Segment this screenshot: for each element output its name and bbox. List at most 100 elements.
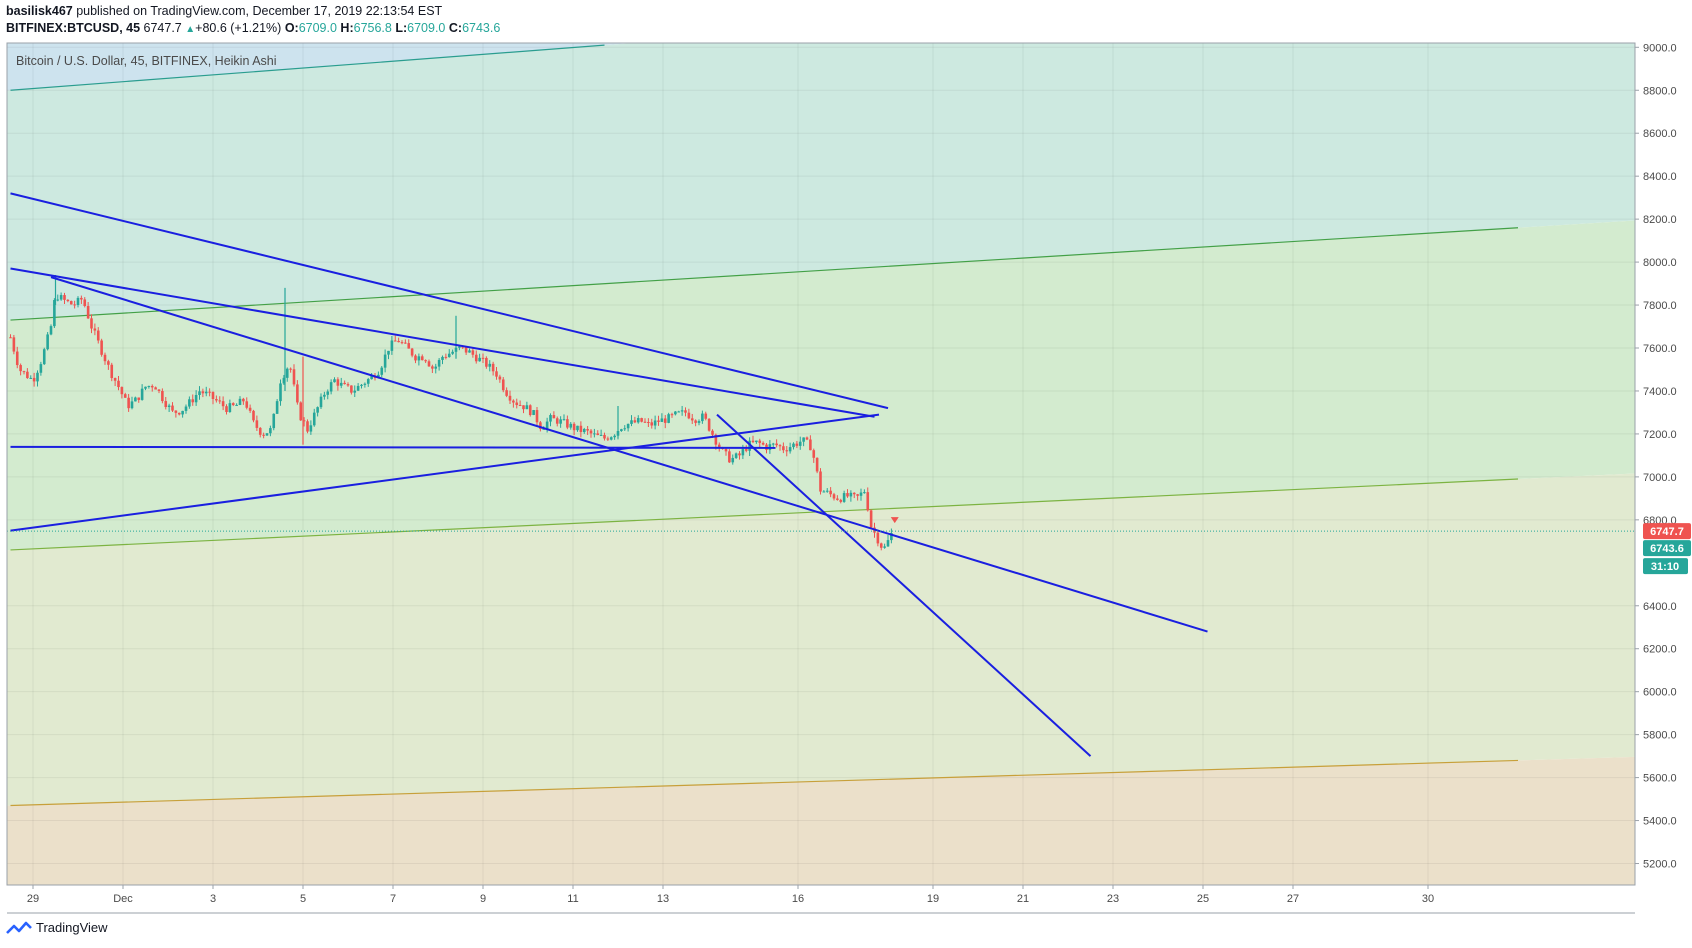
blue-line-4[interactable] [10,413,880,532]
blue-line-3[interactable] [50,276,1208,633]
candle-body [792,443,795,448]
candle-body [539,422,542,429]
candle-body [22,371,26,373]
candle-body [339,382,343,386]
time-tick-label: 21 [1017,893,1029,905]
candle-body [441,356,444,360]
candle-body [424,360,427,362]
price-tag-bg [1643,540,1691,557]
candle-body [815,457,819,472]
candle-body [29,377,33,379]
price-tick-label: 7400.0 [1643,386,1677,398]
green-line-top[interactable] [10,227,1519,321]
time-axis[interactable]: 29 Dec 3 5 7 9 11 13 16 19 21 23 25 27 30 [7,885,1635,914]
bar-marker-icon [890,517,899,524]
candle-body [103,354,107,362]
orange-line[interactable] [10,759,1519,807]
band-green [7,220,1635,551]
candle-body [566,419,569,428]
candle-body [181,410,184,415]
candle-body [279,383,282,402]
candle-body [552,415,556,419]
green-line-mid[interactable] [10,478,1519,551]
candle-body [731,457,735,463]
candle-body [90,318,93,329]
candle-body [579,425,583,433]
price-tags: 6747.7 6743.6 31:10 [1643,523,1691,575]
grid-lines [7,43,1635,885]
candle-body [42,349,46,365]
candle-body [714,434,718,445]
candle-body [451,351,454,354]
price-change: +80.6 (+1.21%) [195,21,282,35]
candle-body [299,402,303,421]
candle-body [309,425,313,432]
candle-body [670,414,674,416]
last-price: 6747.7 [143,21,182,35]
candle-body [80,297,83,300]
blue-line-5[interactable] [10,445,776,449]
candle-body [674,411,677,415]
author-name[interactable]: basilisk467 [6,4,73,18]
candle-body [238,398,242,405]
candle-body [795,443,799,446]
candle-body [798,441,802,446]
time-tick-label: 9 [480,893,486,905]
channel-lines[interactable] [10,44,1519,807]
candle-body [819,471,822,492]
candle-body [761,442,765,445]
candle-body [120,387,124,395]
candle-body [32,377,36,382]
candle-body [184,406,188,411]
candle-body [657,420,660,422]
candle-body [93,328,97,331]
price-axis[interactable]: 9000.0 8800.0 8600.0 8400.0 8200.0 8000.0 7800… [1634,42,1677,885]
candle-body [802,437,805,442]
candle-body [343,382,346,385]
blue-line-6[interactable] [716,413,1092,757]
candle-body [447,353,451,358]
footer-brand[interactable]: TradingView [6,920,108,935]
teal-line[interactable] [10,44,605,91]
candle-body [69,301,73,305]
candle-body [269,428,272,434]
candle-body [414,355,417,361]
candle-body [593,433,596,435]
price-tag-bg [1643,523,1691,540]
candle-body [542,428,546,430]
candle-body [667,414,670,423]
candle-body [822,491,826,493]
candle-body [221,401,225,407]
candle-body [522,405,525,410]
candle-body [741,449,745,456]
candle-body [353,390,357,393]
candle-body [549,415,552,422]
candle-body [836,498,839,500]
candle-body [319,396,323,408]
candle-body [218,400,222,402]
candle-body [282,377,286,384]
candle-body [312,412,316,426]
candle-body [383,354,387,368]
trend-lines[interactable] [7,192,1635,757]
candle-body [275,401,279,414]
candle-body [528,405,532,415]
candle-body [265,433,269,436]
candle-body [589,430,593,434]
candle-body [478,357,481,362]
blue-line-2[interactable] [10,267,875,418]
candle-body [535,410,539,423]
chart-title: Bitcoin / U.S. Dollar, 45, BITFINEX, Hei… [16,54,277,68]
candle-body [296,384,299,403]
candle-body [525,405,529,410]
time-tick-label: 16 [792,893,804,905]
candle-body [137,397,141,400]
candle-body [15,351,19,366]
candle-body [458,346,461,348]
price-tick-label: 7200.0 [1643,429,1677,441]
candle-body [110,364,114,379]
blue-line-1[interactable] [10,192,889,410]
time-tick-label: 19 [927,893,939,905]
price-tick-label: 8200.0 [1643,214,1677,226]
